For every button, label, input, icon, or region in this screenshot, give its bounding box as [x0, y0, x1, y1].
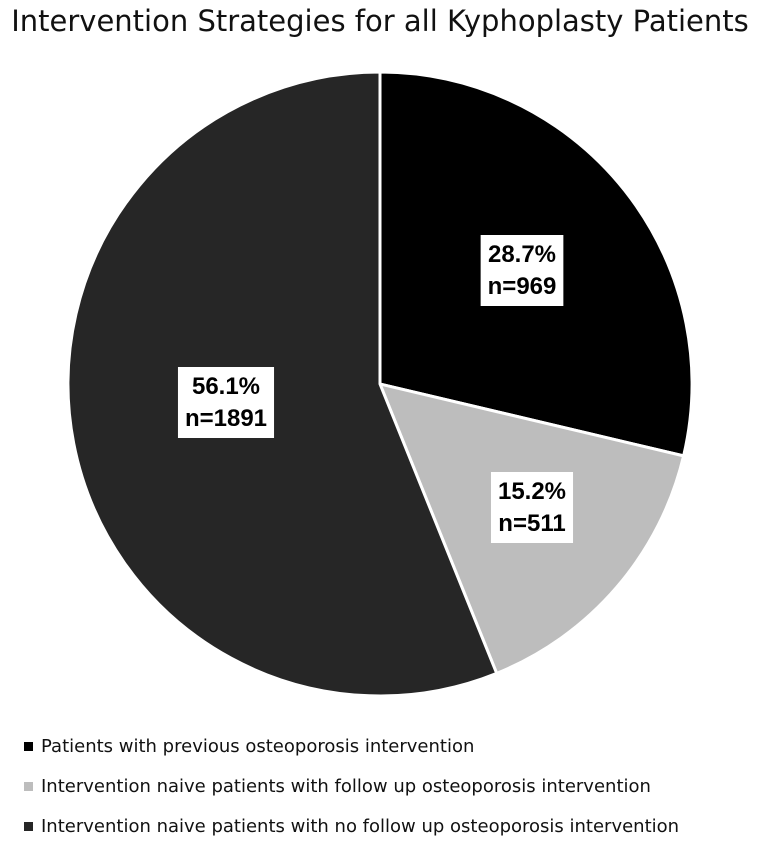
- data-label-count: n=1891: [185, 405, 267, 432]
- data-label: 15.2% n=511: [490, 472, 574, 543]
- data-label-percent: 15.2%: [498, 478, 566, 505]
- legend-label: Intervention naive patients with follow …: [41, 775, 651, 797]
- data-label-box: [480, 235, 564, 306]
- legend-swatch: [24, 741, 33, 751]
- data-label: 28.7% n=969: [480, 235, 564, 306]
- pie-chart: 28.7% n=969 15.2% n=511 56.1% n=1891: [66, 70, 694, 698]
- data-label-count: n=511: [498, 510, 565, 537]
- legend-item: Patients with previous osteoporosis inte…: [24, 732, 679, 760]
- pie-slice: [66, 70, 499, 698]
- data-label-count: n=969: [488, 273, 557, 300]
- data-label: 56.1% n=1891: [177, 367, 275, 438]
- chart-title: Intervention Strategies for all Kyphopla…: [11, 4, 749, 38]
- data-label-box: [177, 367, 275, 438]
- legend-item: Intervention naive patients with no foll…: [24, 812, 679, 840]
- data-label-percent: 56.1%: [192, 373, 260, 400]
- legend: Patients with previous osteoporosis inte…: [24, 732, 679, 852]
- legend-label: Patients with previous osteoporosis inte…: [41, 735, 475, 757]
- data-label-percent: 28.7%: [488, 241, 556, 268]
- legend-item: Intervention naive patients with follow …: [24, 772, 679, 800]
- legend-label: Intervention naive patients with no foll…: [41, 815, 680, 837]
- legend-swatch: [24, 781, 33, 791]
- legend-swatch: [24, 821, 33, 831]
- data-label-box: [490, 472, 574, 543]
